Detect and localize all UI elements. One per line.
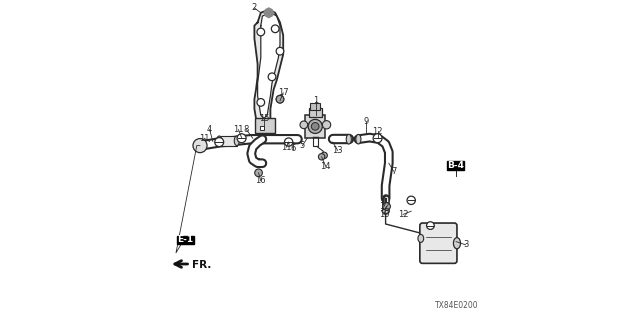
Circle shape [193,139,207,153]
FancyBboxPatch shape [255,118,275,133]
Text: B-4: B-4 [447,161,464,170]
Text: 14: 14 [321,162,331,171]
Text: 11: 11 [281,143,292,152]
Circle shape [257,99,265,106]
Circle shape [427,222,434,229]
Text: 17: 17 [278,88,289,97]
Circle shape [276,95,284,103]
Text: 8: 8 [244,125,249,134]
Ellipse shape [216,136,222,146]
Text: E-1: E-1 [177,235,193,244]
Text: 6: 6 [290,144,296,153]
Polygon shape [254,10,283,128]
Circle shape [276,95,284,103]
Text: 16: 16 [255,176,266,185]
Ellipse shape [234,136,239,146]
Text: 11: 11 [199,134,209,143]
FancyBboxPatch shape [305,115,325,138]
Circle shape [271,25,279,33]
Circle shape [312,123,319,130]
Ellipse shape [454,237,461,249]
FancyBboxPatch shape [308,108,322,117]
Circle shape [215,138,224,147]
Circle shape [383,203,390,210]
Text: 12: 12 [398,210,408,219]
Circle shape [319,154,325,160]
Text: 9: 9 [364,117,369,126]
Circle shape [237,134,246,143]
Ellipse shape [356,134,361,144]
Text: 12: 12 [372,127,383,136]
Text: TX84E0200: TX84E0200 [435,301,479,310]
Ellipse shape [382,209,389,213]
Text: 10: 10 [379,210,389,219]
Circle shape [257,28,265,36]
Text: 4: 4 [207,125,212,134]
FancyBboxPatch shape [177,236,193,244]
Circle shape [300,121,308,129]
Circle shape [323,121,331,129]
Circle shape [255,169,262,177]
Circle shape [407,196,415,204]
Circle shape [373,134,382,143]
Text: 12: 12 [379,202,389,211]
Text: 5: 5 [300,141,305,150]
Text: 2: 2 [252,4,257,12]
Text: 3: 3 [463,240,468,249]
Ellipse shape [346,134,351,144]
Circle shape [308,119,323,133]
Circle shape [284,138,293,146]
Ellipse shape [418,234,424,243]
Polygon shape [258,13,280,118]
Text: 15: 15 [259,114,269,123]
Text: 7: 7 [391,167,396,176]
FancyBboxPatch shape [420,223,457,263]
Circle shape [276,47,284,55]
Text: 13: 13 [332,146,343,155]
FancyBboxPatch shape [310,102,320,109]
FancyBboxPatch shape [447,161,464,170]
Text: 1: 1 [314,96,319,105]
Polygon shape [264,8,274,18]
Circle shape [268,73,276,81]
Text: 11: 11 [233,125,244,134]
Polygon shape [219,136,237,146]
FancyBboxPatch shape [260,126,264,130]
Circle shape [321,152,327,158]
Text: FR.: FR. [192,260,211,270]
